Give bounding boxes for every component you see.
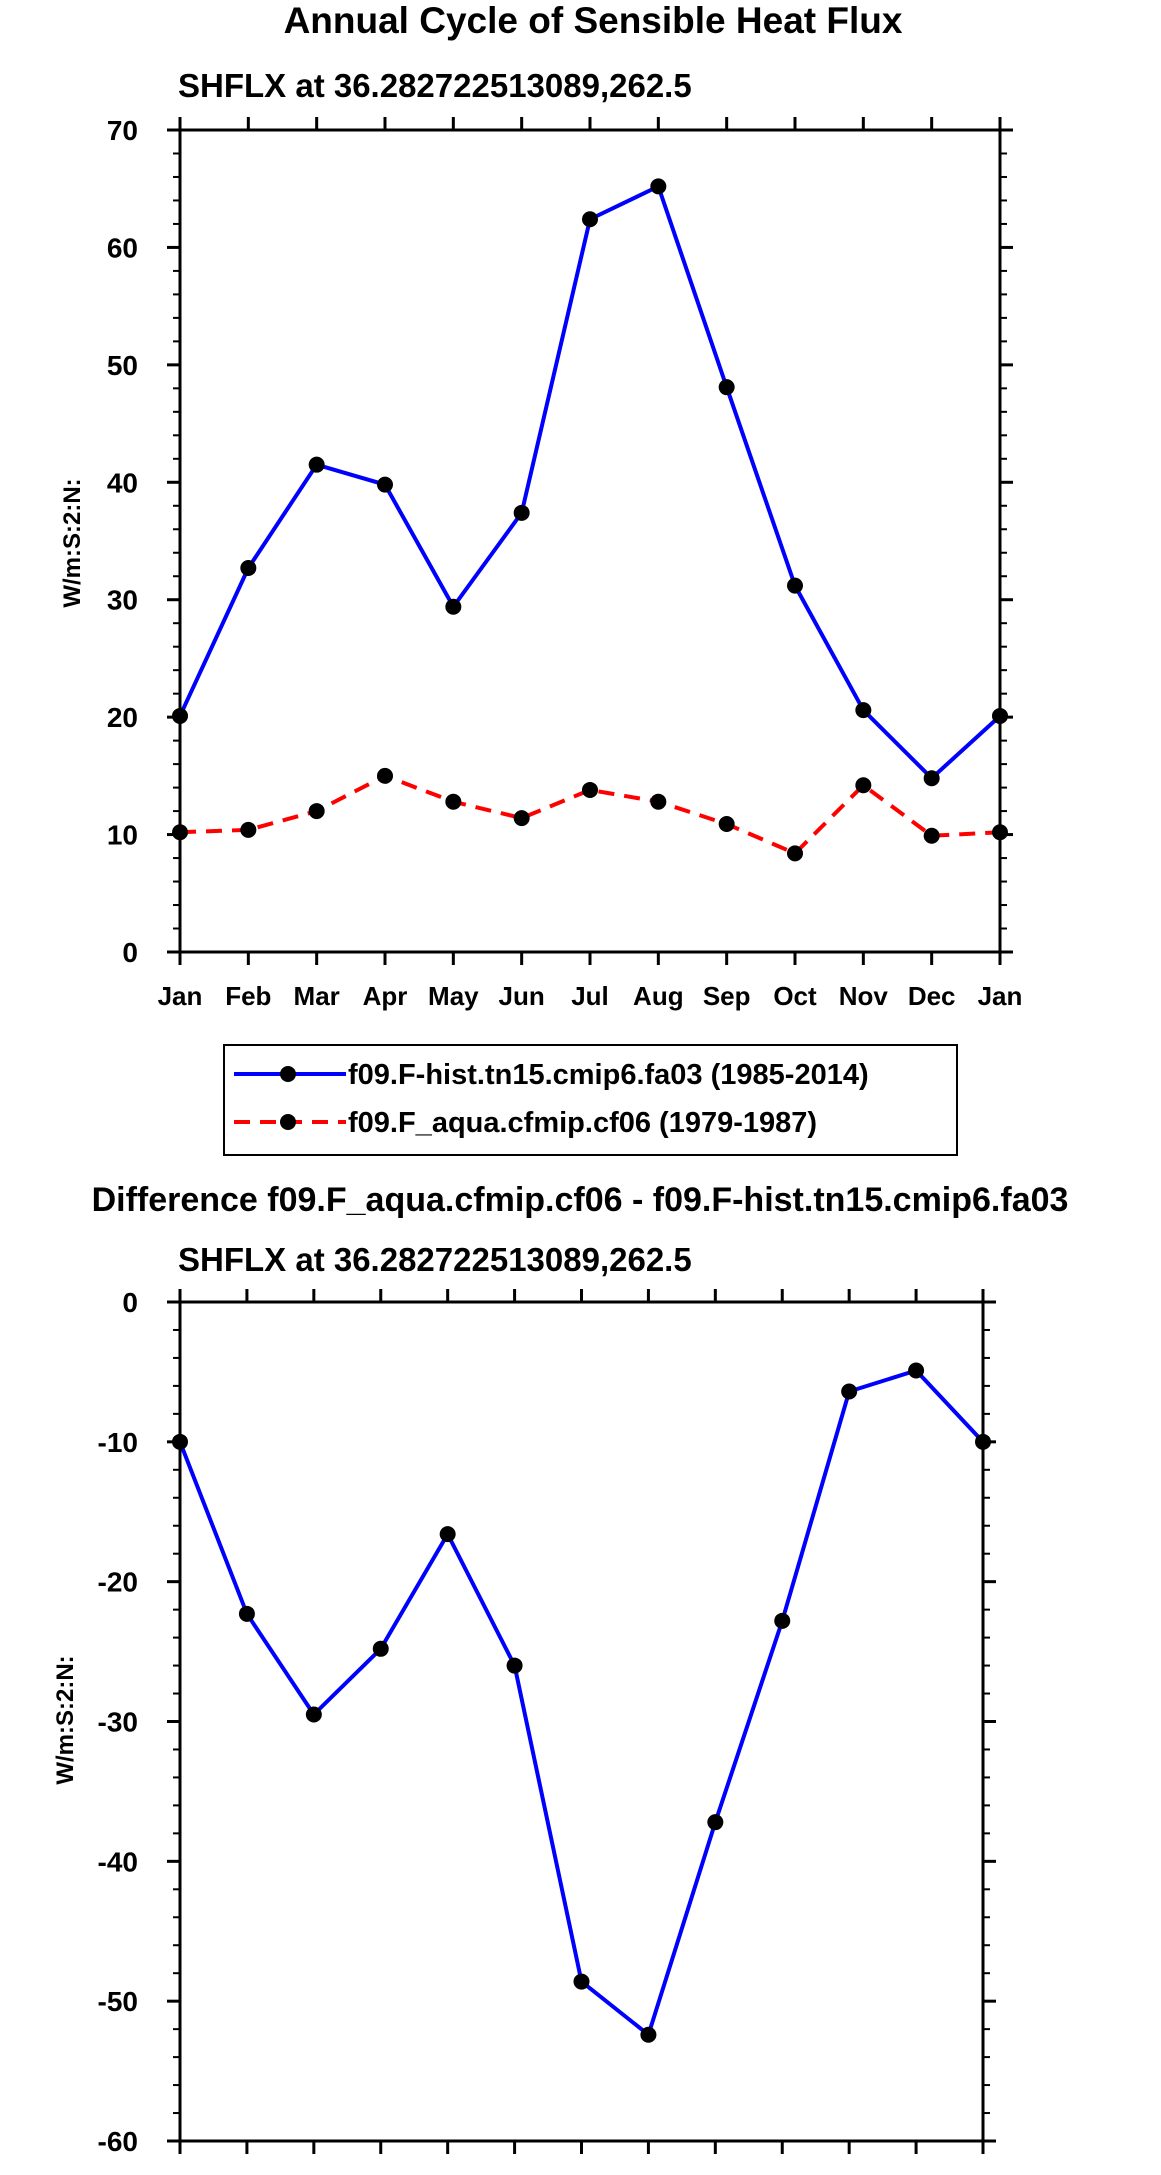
chart-2-xtick-label: Sep <box>691 2170 739 2175</box>
chart-2-xtick-label: Aug <box>623 2170 674 2175</box>
chart-1-series-2-point <box>787 845 803 862</box>
chart-1-series-1-point <box>582 211 598 228</box>
chart-1-series-1-point <box>308 456 325 473</box>
chart-2-xtick-label: Jul <box>563 2170 601 2175</box>
chart-1-ytick-label: 20 <box>107 702 138 733</box>
chart-1-xtick-label: Jul <box>571 981 609 1011</box>
chart-2-series-1-point <box>640 2026 657 2043</box>
chart-1-series-2-point <box>582 781 598 798</box>
chart-1-legend: f09.F-hist.tn15.cmip6.fa03 (1985-2014) f… <box>223 1044 958 1156</box>
chart-2-xtick-label: Oct <box>761 2170 805 2175</box>
chart-1-xtick-label: Feb <box>225 981 271 1011</box>
chart-1-ytick-label: 10 <box>107 820 138 851</box>
chart-1-plot: Jan Feb Mar Apr May Jun Jul Aug Sep Oct Nov Dec Jan 0… <box>107 115 1023 1011</box>
chart-2-xtick-label: Nov <box>825 2170 875 2175</box>
chart-1-series-2-point <box>445 793 462 810</box>
chart-2-plot: Jan Feb Mar Apr May Jun Jul Aug Sep Oct Nov Dec Jan -… <box>98 1287 1006 2175</box>
chart-1-series-1-point <box>445 598 462 615</box>
chart-1-series-1-point <box>787 577 803 594</box>
chart-2-series-1-point <box>506 1657 523 1674</box>
chart-1-ylabel: W/m:S:2:N: <box>59 478 86 607</box>
chart-1-series-1-point <box>718 379 735 396</box>
chart-1-series-2-point <box>718 816 735 833</box>
chart-1-series-1-point <box>923 770 940 787</box>
chart-2-series-1-point <box>774 1612 791 1629</box>
chart-2-ytick-label: -60 <box>98 2126 138 2157</box>
chart-1-xtick-label: Aug <box>633 981 684 1011</box>
chart-1-xtick-label: Nov <box>839 981 889 1011</box>
chart-2-series-1-point <box>908 1362 925 1379</box>
chart-2-title: Difference f09.F_aqua.cfmip.cf06 - f09.F… <box>92 1181 1069 1219</box>
legend-marker-2 <box>280 1114 296 1130</box>
chart-1-ytick-label: 30 <box>107 585 138 616</box>
chart-2-xtick-label: Dec <box>892 2170 940 2175</box>
chart-2-subtitle: SHFLX at 36.282722513089,262.5 <box>178 1241 692 1278</box>
chart-1-xtick-label: Jun <box>499 981 545 1011</box>
chart-1-xtick-label: Mar <box>294 981 340 1011</box>
legend-marker-1 <box>280 1066 296 1082</box>
chart-1-series-1-point <box>240 560 257 577</box>
chart-1-xtick-label: Jan <box>158 981 203 1011</box>
chart-1-series-2-point <box>308 803 325 820</box>
chart-1-xtick-label: Apr <box>363 981 408 1011</box>
chart-1-ytick-label: 60 <box>107 232 138 263</box>
chart-2-series-1-point <box>573 1973 590 1990</box>
chart-1-ytick-label: 50 <box>107 350 138 381</box>
chart-1-xtick-label: Jan <box>978 981 1023 1011</box>
legend-box <box>223 1044 958 1156</box>
chart-1-series-1-point <box>650 178 667 195</box>
chart-1-title: Annual Cycle of Sensible Heat Flux <box>284 0 903 41</box>
legend-entry-1: f09.F-hist.tn15.cmip6.fa03 (1985-2014) <box>348 1059 869 1091</box>
chart-2-series-1-point <box>372 1640 389 1657</box>
chart-1-series-1-point <box>172 707 188 724</box>
chart-2-xtick-label: Mar <box>291 2170 337 2175</box>
chart-2-ytick-label: 0 <box>122 1287 138 1318</box>
chart-1-series-2-point <box>923 827 940 844</box>
chart-2-series-1-point <box>172 1433 188 1450</box>
chart-1-ytick-label: 70 <box>107 115 138 146</box>
chart-1-series-1-point <box>992 707 1008 724</box>
chart-2-ytick-label: -20 <box>98 1567 138 1598</box>
chart-2-xtick-label: Feb <box>224 2170 270 2175</box>
chart-1-ytick-label: 0 <box>122 937 138 968</box>
chart-2-series-1-point <box>238 1605 255 1622</box>
chart-1-series-1-point <box>377 476 393 493</box>
chart-1-series-2-point <box>513 810 530 827</box>
chart-1-subtitle: SHFLX at 36.282722513089,262.5 <box>178 67 692 104</box>
chart-1-series-2-point <box>377 767 393 784</box>
chart-1-series-1-point <box>855 702 872 719</box>
chart-1-series-2-point <box>172 824 188 841</box>
chart-2-xtick-label: Jan <box>158 2170 203 2175</box>
chart-1-series-2-point <box>650 793 667 810</box>
chart-2-xtick-label: May <box>422 2170 473 2175</box>
chart-1-xtick-label: May <box>428 981 479 1011</box>
chart-2-ytick-label: -40 <box>98 1846 138 1877</box>
chart-2-ytick-label: -50 <box>98 1986 138 2017</box>
chart-1-ytick-label: 40 <box>107 467 138 498</box>
chart-1-xtick-label: Oct <box>773 981 817 1011</box>
chart-2-series-1-point <box>305 1706 322 1723</box>
chart-2-series-1-point <box>975 1433 991 1450</box>
chart-2-ytick-label: -30 <box>98 1707 138 1738</box>
chart-2-series-1-point <box>841 1383 858 1400</box>
chart-1-xtick-label: Sep <box>703 981 751 1011</box>
chart-2-ylabel: W/m:S:2:N: <box>52 1655 79 1784</box>
chart-1-series-2-point <box>992 824 1008 841</box>
legend-entry-2: f09.F_aqua.cfmip.cf06 (1979-1987) <box>348 1107 817 1139</box>
chart-2-series-1-point <box>439 1526 456 1543</box>
chart-1-series-1-point <box>513 504 530 521</box>
chart-1-series-2-point <box>240 821 257 838</box>
chart-2-series-1-point <box>707 1814 724 1831</box>
chart-1-series-2-point <box>855 777 872 794</box>
chart-1-xtick-label: Dec <box>908 981 956 1011</box>
chart-2-xtick-label: Jun <box>491 2170 537 2175</box>
chart-2-xtick-label: Apr <box>358 2170 403 2175</box>
chart-2-ytick-label: -10 <box>98 1427 138 1458</box>
chart-2-xtick-label: Jan <box>961 2170 1006 2175</box>
